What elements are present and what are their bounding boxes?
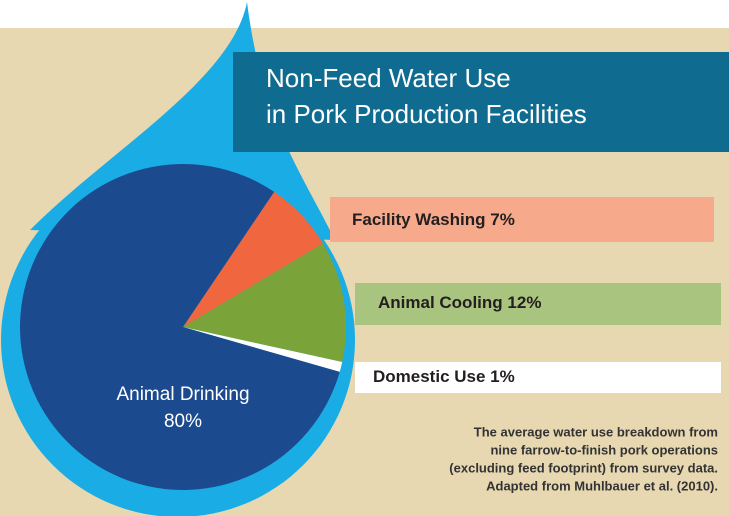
note-line: The average water use breakdown from <box>474 424 718 439</box>
slice-label: Animal Drinking <box>116 384 249 405</box>
value-label: 12% <box>507 293 541 312</box>
note-line: nine farrow-to-finish pork operations <box>490 442 718 457</box>
top-band <box>0 0 729 28</box>
category-name: Animal Cooling <box>378 293 503 312</box>
chart-title: Non-Feed Water Use <box>266 63 511 93</box>
slice-label: Animal Cooling 12% <box>378 293 541 312</box>
note-line: (excluding feed footprint) from survey d… <box>449 460 718 475</box>
slice-label: Facility Washing 7% <box>352 210 515 229</box>
chart-title: in Pork Production Facilities <box>266 99 587 129</box>
slice-label: Domestic Use 1% <box>373 367 515 386</box>
category-name: Domestic Use <box>373 367 485 386</box>
page: {"chart_data": {"type": "pie", "title": … <box>0 0 729 516</box>
category-name: Facility Washing <box>352 210 486 229</box>
pie <box>20 164 346 490</box>
note-line: Adapted from Muhlbauer et al. (2010). <box>486 478 718 493</box>
value-label: 80% <box>164 411 202 432</box>
value-label: 7% <box>490 210 515 229</box>
value-label: 1% <box>490 367 515 386</box>
chart: Non-Feed Water Use in Pork Production Fa… <box>0 0 729 516</box>
